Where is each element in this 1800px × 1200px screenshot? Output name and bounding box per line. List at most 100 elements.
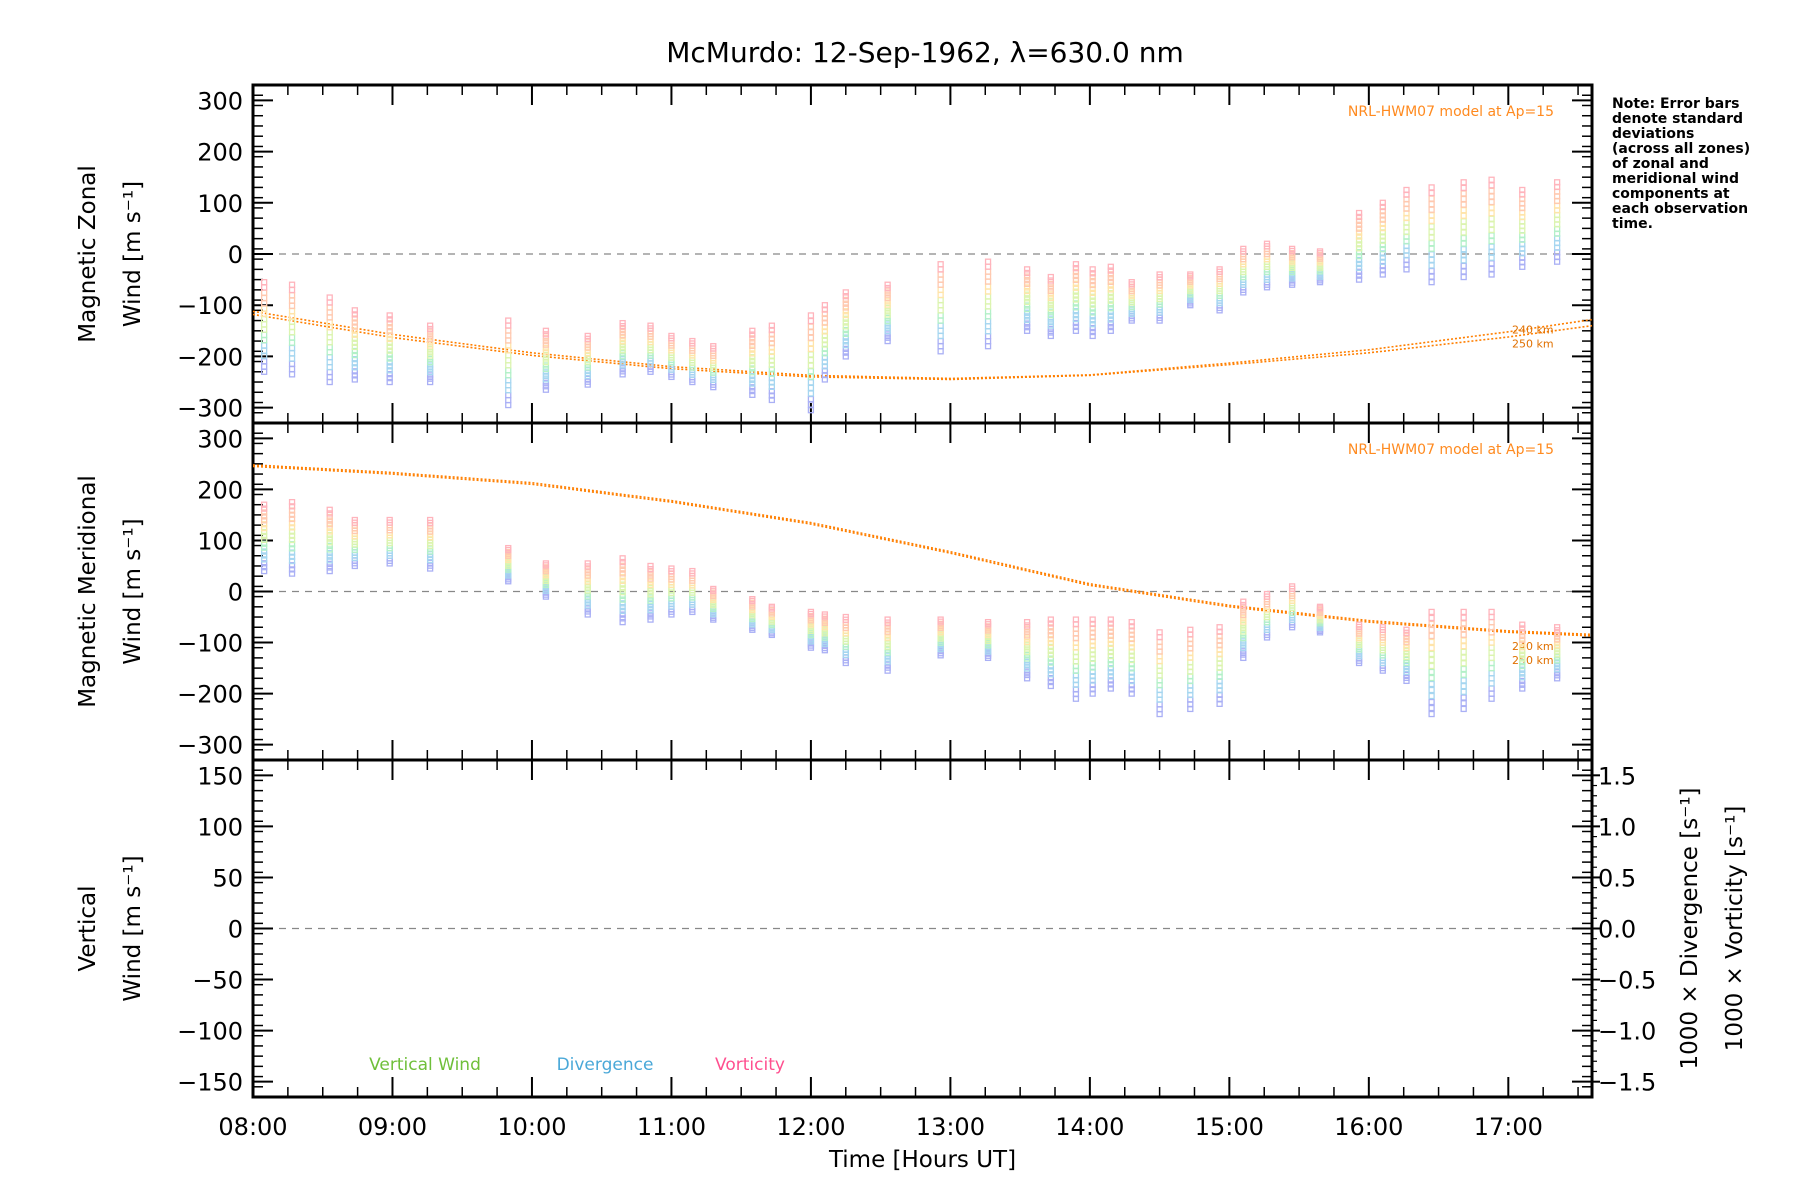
observation-point [749,387,756,395]
observation-point [1240,601,1247,609]
observation-point [1379,254,1386,261]
observation-point [1047,332,1054,340]
observation-point [1128,648,1135,655]
observation-point [984,323,992,330]
observation-point [326,349,333,356]
observation-point [1379,233,1386,240]
observation-point [426,332,434,339]
observation-point [505,357,512,364]
observation-point [984,618,992,626]
observation-point [1428,662,1435,670]
observation-point [261,509,268,516]
observation-point [768,605,776,612]
observation-point [426,329,434,336]
observation-point [1023,671,1031,679]
observation-point [984,278,992,285]
observation-point [1428,245,1435,252]
observation-point [1488,654,1495,662]
observation-point [768,631,776,639]
y2-tick-label: 0.0 [1598,916,1636,944]
observation-point [288,562,296,569]
observation-point [619,585,626,592]
observation-point [1428,262,1435,269]
observation-point [884,308,891,315]
model-label: NRL-HWM07 model at Ap=15 [1348,104,1554,120]
observation-point [261,363,268,370]
observation-point [1128,656,1135,664]
observation-point [426,516,434,524]
observation-point [1107,628,1114,635]
observation-point [1428,656,1435,664]
y-tick-label: −50 [192,967,243,995]
observation-point [1355,256,1363,264]
observation-point [984,338,992,345]
observation-point [807,323,815,330]
observation-point [1519,621,1526,628]
observation-point [807,345,815,353]
observation-point [619,577,626,584]
observation-point [1379,246,1386,253]
observation-point [749,369,756,376]
observation-point [1460,654,1467,661]
observation-point [1355,221,1363,228]
model-level-label: 250 km [1512,338,1554,351]
observation-point [542,376,550,383]
observation-point [1047,318,1054,326]
observation-point [505,327,512,334]
observation-point [1355,217,1363,225]
x-tick-label: 08:00 [218,1113,287,1141]
observation-point [1379,208,1386,215]
observation-point [1263,590,1271,598]
y-tick-label: −150 [177,1069,243,1097]
observation-point [1128,669,1135,676]
observation-point [619,566,626,573]
observation-point [1460,223,1467,231]
observation-point [1089,309,1096,316]
observation-point [1379,199,1386,206]
observation-point [1428,626,1435,634]
y-axis-label: Vertical [75,885,101,971]
observation-point [619,588,626,596]
observation-point [1460,625,1467,633]
observation-point [288,360,296,367]
observation-point [351,319,358,326]
observation-point [326,304,333,311]
observation-point [326,517,333,524]
observation-point [542,386,550,393]
observation-point [1379,262,1386,270]
observation-point [351,307,358,314]
observation-point [505,401,512,409]
observation-point [1460,207,1467,214]
observation-point [1428,620,1435,628]
x-axis-label: Time [Hours UT] [828,1147,1016,1173]
observation-point [1355,241,1363,248]
observation-point [842,289,849,296]
observation-point [1553,179,1561,186]
observation-point [326,309,333,316]
observation-point [261,501,268,508]
observation-point [1072,272,1080,280]
observation-point [288,329,296,336]
observation-point [288,292,296,299]
observation-point [807,368,815,375]
observation-point [1107,301,1114,308]
observation-point [749,350,756,357]
observation-point [1047,294,1054,301]
observation-point [1460,665,1467,673]
observation-point [1488,187,1495,195]
observation-point [1047,329,1054,336]
observation-point [1128,686,1135,693]
observation-point [1460,677,1467,684]
observation-point [1460,201,1467,208]
observation-point [984,318,992,325]
observation-point [288,334,296,341]
observation-point [288,371,296,378]
observation-point [1107,681,1114,688]
observation-point [326,513,333,521]
observation-point [1089,289,1096,297]
observation-point [426,345,434,353]
observation-point [288,515,296,523]
observation-point [1089,270,1096,277]
observation-point [288,350,296,357]
observation-point [1047,322,1054,329]
